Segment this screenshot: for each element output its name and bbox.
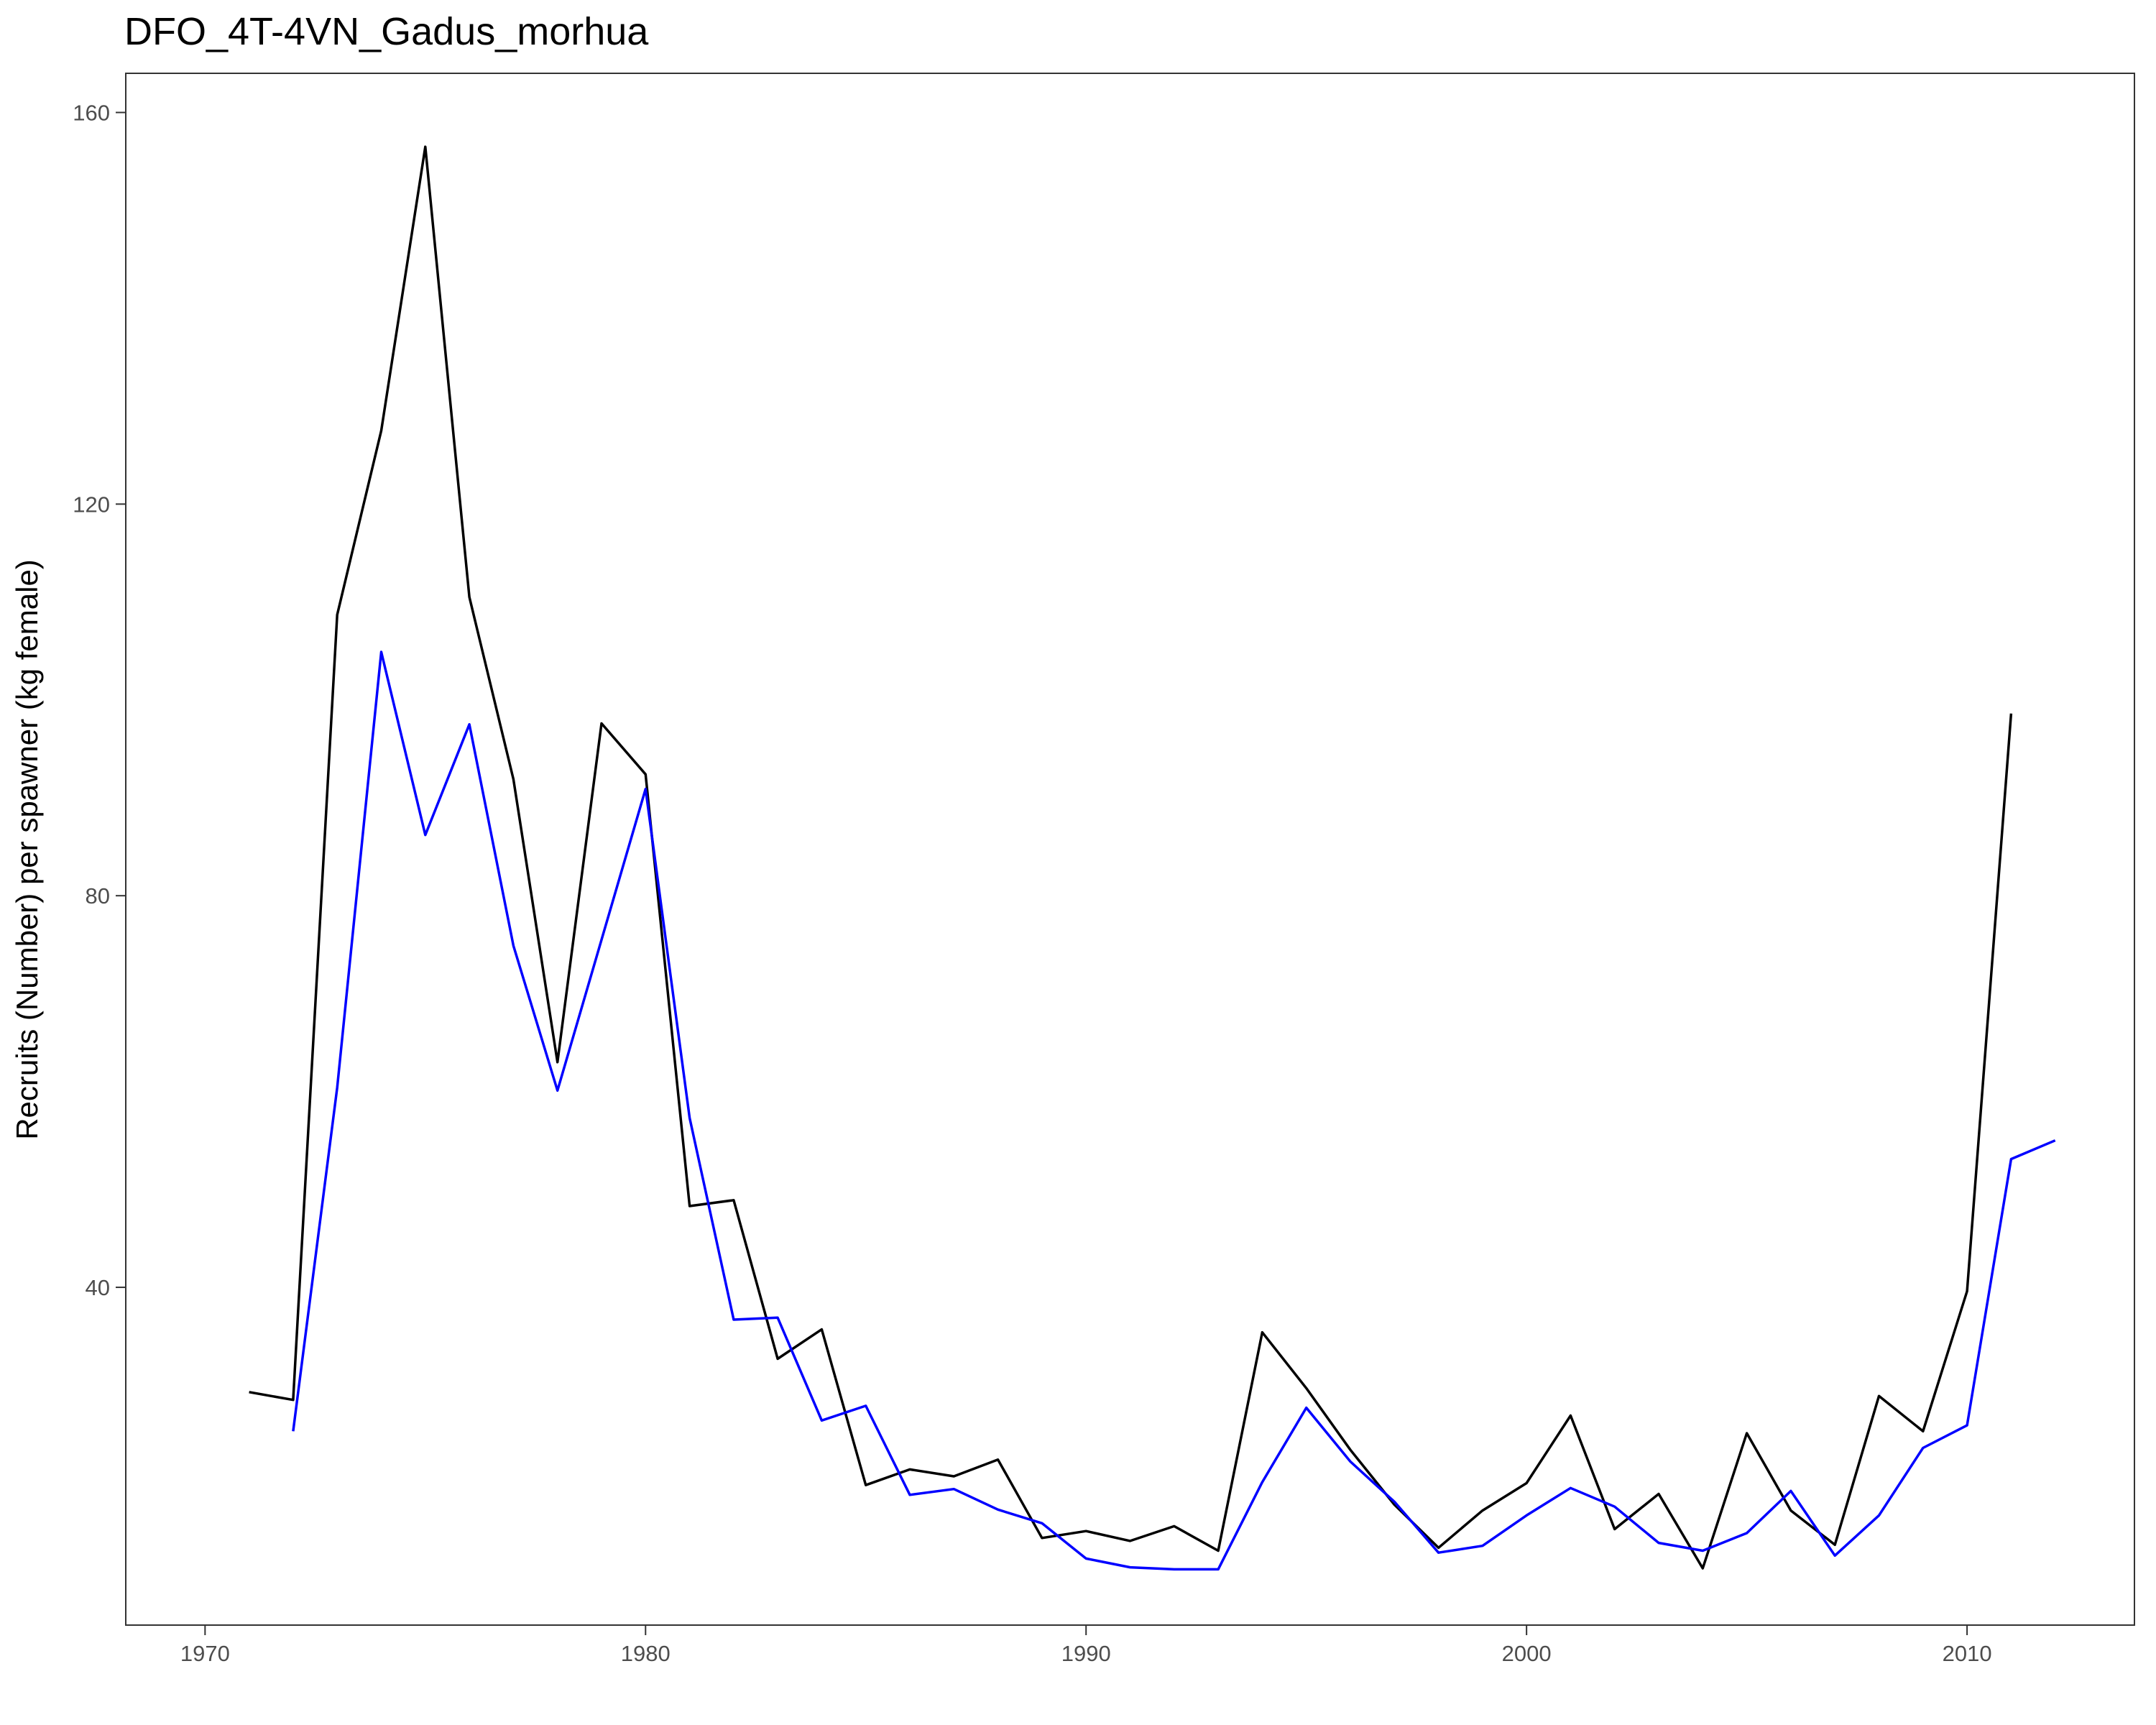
x-tick-label-1990: 1990 [1061, 1641, 1111, 1666]
x-tick-label-2000: 2000 [1502, 1641, 1552, 1666]
y-tick-label-80: 80 [86, 883, 110, 908]
y-tick-label-40: 40 [86, 1275, 110, 1300]
series-line-1 [249, 145, 2013, 1570]
series-line-2 [292, 650, 2056, 1571]
plot-panel [125, 73, 2135, 1626]
x-tick-label-2010: 2010 [1943, 1641, 1992, 1666]
x-tick-label-1980: 1980 [621, 1641, 671, 1666]
x-axis: 1970 1980 1990 2000 2010 [180, 1625, 1992, 1666]
y-tick-label-120: 120 [73, 492, 110, 517]
x-tick-label-1970: 1970 [180, 1641, 230, 1666]
series-layer [249, 145, 2056, 1571]
chart-title: DFO_4T-4VN_Gadus_morhua [124, 10, 649, 53]
y-axis-label: Recruits (Number) per spawner (kg female… [10, 559, 44, 1140]
y-tick-label-160: 160 [73, 100, 110, 125]
y-axis: 40 80 120 160 [73, 100, 126, 1300]
